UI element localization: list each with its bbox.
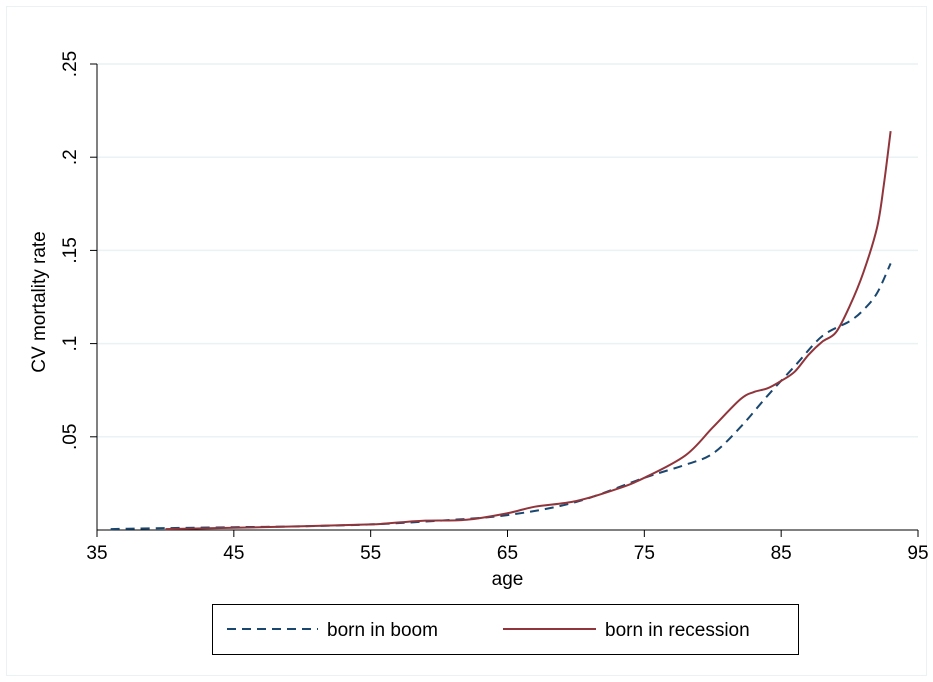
outer-frame (6, 6, 927, 676)
y-tick-label: .25 (60, 51, 81, 77)
legend-label-born-in-recession: born in recession (605, 620, 750, 641)
series-line-born-in-recession (165, 130, 892, 531)
x-tick-label: 95 (907, 543, 928, 564)
grid-lines (97, 63, 918, 438)
y-tick-label: .05 (60, 424, 81, 450)
y-axis-label: CV mortality rate (29, 231, 50, 372)
legend-label-born-in-boom: born in boom (327, 620, 438, 641)
x-tick-label: 85 (771, 543, 792, 564)
y-tick-label: .1 (60, 336, 81, 352)
x-tick-label: 55 (360, 543, 381, 564)
legend: born in boom born in recession (212, 604, 799, 655)
x-tick-label: 75 (634, 543, 655, 564)
x-ticks: 35 45 55 65 75 85 95 (86, 530, 929, 564)
y-tick-label: .15 (60, 237, 81, 263)
y-tick-label: .2 (60, 149, 81, 165)
x-axis-label: age (492, 569, 524, 590)
y-ticks: .05 .1 .15 .2 .25 (60, 51, 97, 450)
x-tick-label: 45 (223, 543, 244, 564)
x-tick-label: 35 (86, 543, 107, 564)
series-layer (110, 130, 892, 531)
series-line-born-in-boom (110, 263, 892, 531)
x-tick-label: 65 (497, 543, 518, 564)
